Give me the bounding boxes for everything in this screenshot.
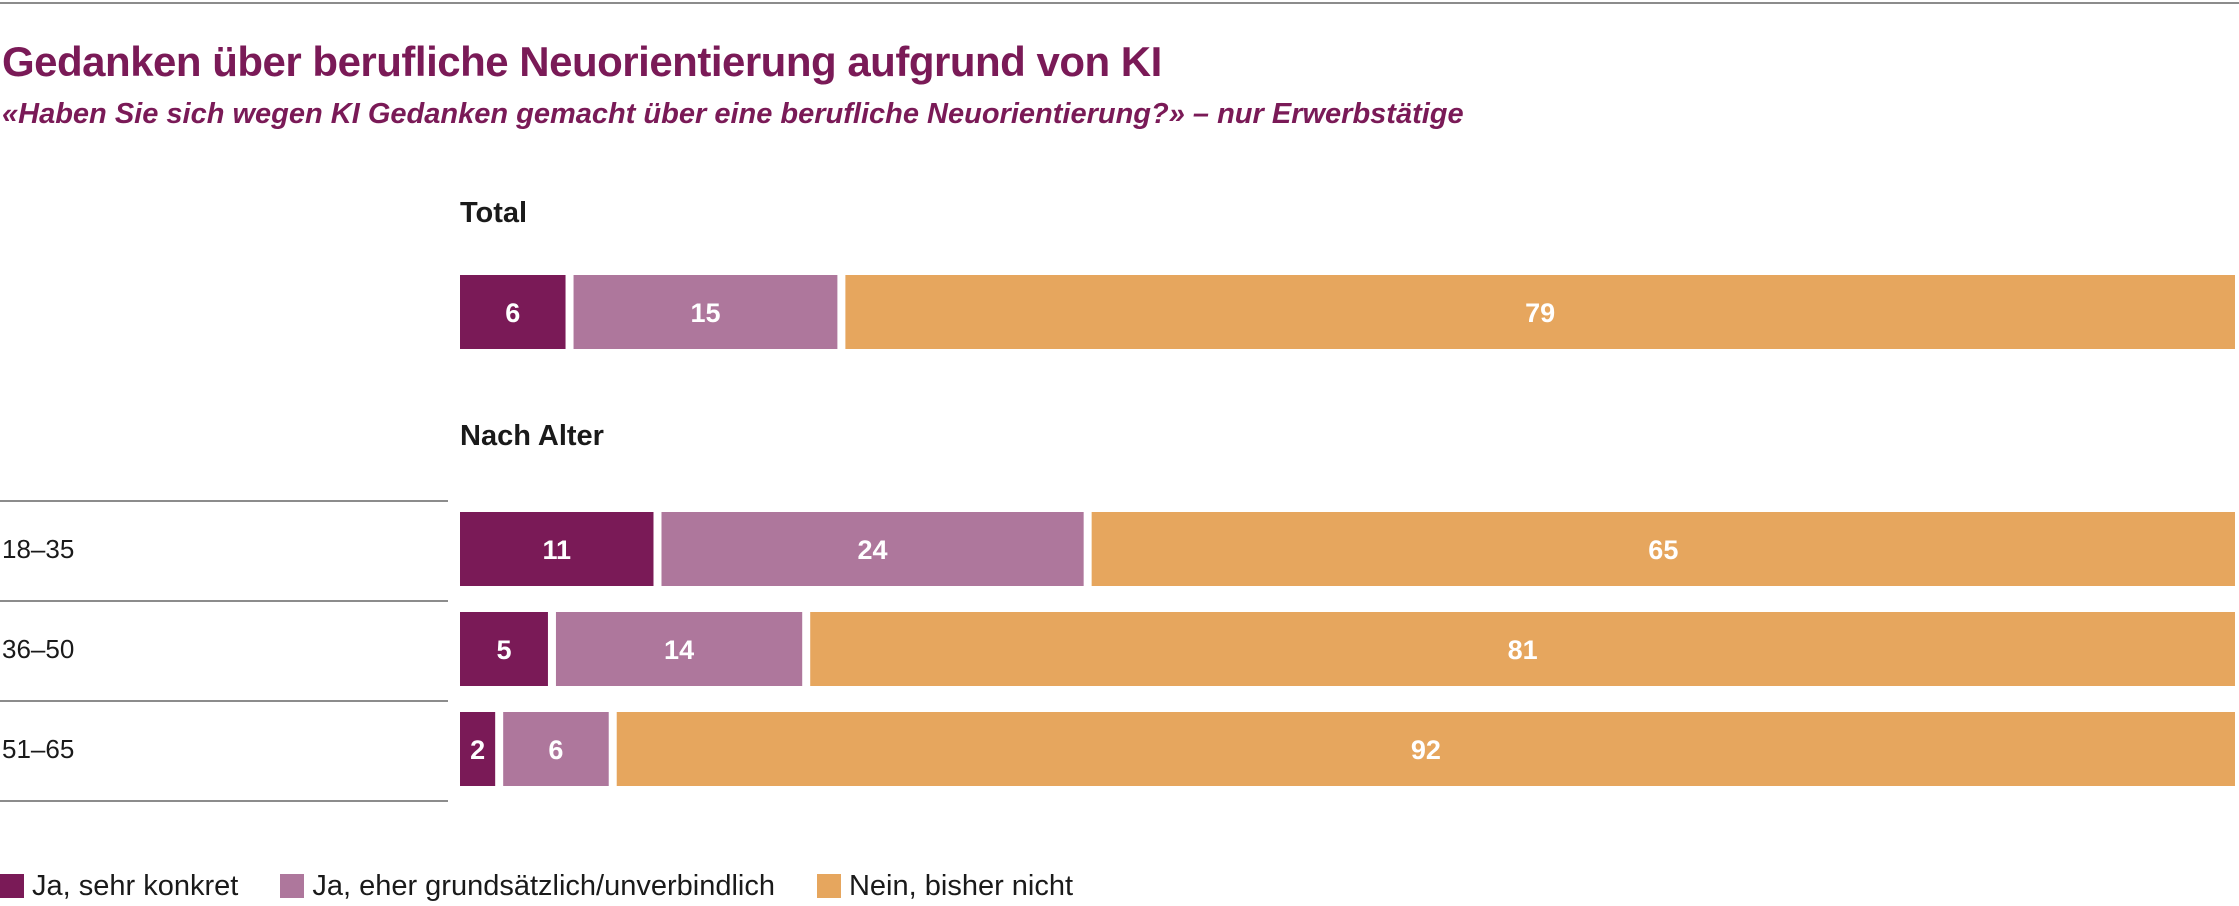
data-label: 79	[1525, 298, 1555, 328]
data-label: 81	[1508, 635, 1538, 665]
legend-label: Nein, bisher nicht	[848, 869, 1074, 902]
bar-segment	[573, 275, 838, 349]
legend-item: Nein, bisher nicht	[816, 869, 1074, 903]
data-label: 11	[542, 535, 571, 565]
data-label: 24	[858, 535, 888, 565]
data-label: 65	[1648, 535, 1678, 565]
bar-segment	[460, 612, 548, 686]
group-label: Total	[460, 197, 527, 229]
legend-label: Ja, sehr konkret	[32, 869, 239, 902]
legend-swatch	[816, 874, 841, 898]
bar-segment	[661, 512, 1084, 586]
data-label: 6	[548, 735, 563, 765]
legend-item: Ja, eher grundsätzlich/unverbindlich	[280, 870, 775, 903]
data-label: 5	[496, 635, 511, 665]
legend-swatch	[280, 874, 305, 898]
legend-swatch	[0, 874, 24, 898]
bar-segment	[616, 712, 2235, 786]
top-rule	[0, 2, 2239, 4]
stacked-bar-chart: Total 6 15 79 Nach Alter 18–35 11 24 65 36–50 5 14 8…	[0, 197, 2236, 802]
row-label: 18–35	[2, 534, 74, 564]
bar-segment	[845, 275, 2235, 349]
row-separator	[0, 600, 448, 602]
bar-segment	[810, 612, 2236, 686]
legend: Ja, sehr konkret Ja, eher grundsätzlich/u…	[0, 868, 1115, 904]
data-label: 14	[664, 635, 694, 665]
bar-segment	[460, 512, 654, 586]
row-separator	[0, 700, 448, 702]
row-separator	[0, 800, 448, 802]
bar-segment	[460, 275, 566, 349]
data-label: 92	[1411, 735, 1441, 765]
group-label: Nach Alter	[460, 420, 604, 452]
bar-segment	[503, 712, 609, 786]
chart-subtitle: «Haben Sie sich wegen KI Gedanken gemach…	[2, 98, 1464, 130]
legend-item: Ja, sehr konkret	[0, 870, 238, 903]
legend-label: Ja, eher grundsätzlich/unverbindlich	[312, 869, 775, 902]
row-separator	[0, 500, 448, 502]
data-label: 6	[505, 298, 520, 328]
row-label: 51–65	[2, 734, 74, 764]
data-label: 15	[690, 298, 720, 328]
bar-segment	[555, 612, 803, 686]
chart-title: Gedanken über berufliche Neuorientierung…	[2, 38, 1162, 85]
data-label: 2	[470, 735, 485, 765]
bar-segment	[1091, 512, 2235, 586]
bar-segment	[460, 712, 496, 786]
row-label: 36–50	[2, 634, 74, 664]
